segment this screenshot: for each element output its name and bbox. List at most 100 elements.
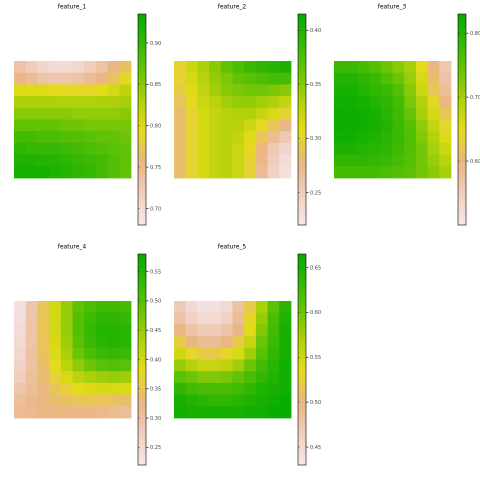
heatmap-cell [197, 382, 210, 395]
colorbar-segment [298, 419, 306, 424]
colorbar-tick-label: 0.80 [470, 31, 480, 37]
heatmap-cell [255, 72, 268, 85]
colorbar-tick-label: 0.40 [150, 357, 161, 363]
heatmap-cell [209, 131, 222, 144]
heatmap-cell [345, 61, 358, 74]
heatmap-cell [119, 371, 132, 384]
heatmap-cell [49, 382, 62, 395]
colorbar-segment [138, 352, 146, 357]
heatmap-cell [72, 72, 85, 85]
colorbar-segment [298, 415, 306, 420]
heatmap-cell [244, 166, 257, 179]
heatmap-cell [25, 324, 38, 337]
heatmap-cell [232, 301, 245, 314]
heatmap-cell [415, 96, 428, 109]
heatmap-cell [60, 394, 73, 407]
colorbar-segment [138, 133, 146, 138]
heatmap-cell [72, 301, 85, 314]
colorbar-segment [298, 278, 306, 283]
colorbar-segment [138, 387, 146, 392]
colorbar-segment [298, 355, 306, 360]
colorbar-segment [298, 221, 306, 226]
heatmap-cell [279, 312, 292, 325]
colorbar-segment [298, 348, 306, 353]
heatmap-cell [119, 72, 132, 85]
colorbar-segment [298, 175, 306, 180]
colorbar-segment [138, 377, 146, 381]
heatmap-cell [119, 301, 132, 314]
heatmap-cell [357, 131, 370, 144]
heatmap-cell [14, 347, 27, 360]
heatmap-cell [279, 324, 292, 337]
colorbar-segment [298, 268, 306, 272]
heatmap-cell [25, 406, 38, 419]
colorbar-segment [138, 42, 146, 46]
colorbar-segment [298, 70, 306, 75]
heatmap-cell [267, 301, 280, 314]
colorbar-segment [138, 436, 146, 441]
heatmap-cell [392, 61, 405, 74]
colorbar-segment [298, 126, 306, 131]
heatmap-cell [415, 119, 428, 132]
colorbar-segment [298, 144, 306, 148]
heatmap-cell [209, 324, 222, 337]
heatmap-cell [72, 131, 85, 144]
colorbar-segment [458, 126, 466, 131]
heatmap-cell [404, 154, 417, 167]
heatmap-cell [37, 131, 50, 144]
heatmap-cell [60, 154, 73, 167]
heatmap-cell [197, 84, 210, 97]
colorbar-segment [298, 320, 306, 325]
colorbar-segment [458, 94, 466, 99]
colorbar-segment [458, 45, 466, 50]
heatmap-cell [279, 84, 292, 97]
colorbar-segment [138, 98, 146, 103]
heatmap-cell [255, 347, 268, 360]
heatmap-cell [49, 312, 62, 325]
heatmap-cell [427, 131, 440, 144]
heatmap-cell [14, 382, 27, 395]
colorbar-segment [138, 461, 146, 466]
heatmap-cell [14, 96, 27, 109]
panel-3: feature_3 0.60 0.70 0.80 [334, 4, 480, 226]
heatmap-cell [439, 107, 452, 120]
colorbar-segment [298, 461, 306, 466]
heatmap-cell [220, 61, 233, 74]
heatmap-cell [185, 61, 198, 74]
heatmap-cell [244, 382, 257, 395]
heatmap-cell [279, 107, 292, 120]
colorbar-segment [298, 21, 306, 25]
heatmap-cell [267, 312, 280, 325]
colorbar-segment [298, 450, 306, 455]
colorbar-segment [138, 398, 146, 402]
heatmap-cell [49, 61, 62, 74]
colorbar-segment [298, 154, 306, 159]
panel-title: feature_5 [218, 244, 247, 251]
heatmap-cell [255, 154, 268, 167]
colorbar-segment [298, 264, 306, 269]
colorbar-segment [298, 391, 306, 395]
colorbar-segment [298, 422, 306, 427]
colorbar-segment [458, 196, 466, 201]
heatmap-cell [369, 61, 382, 74]
heatmap-cell [357, 84, 370, 97]
heatmap-cell [244, 107, 257, 120]
colorbar-segment [298, 115, 306, 120]
heatmap-cell [357, 96, 370, 109]
colorbar-segment [138, 73, 146, 78]
heatmap-cell [49, 119, 62, 132]
colorbar-tick-label: 0.30 [150, 416, 161, 422]
heatmap-cell [174, 382, 187, 395]
heatmap-cell [334, 154, 347, 167]
heatmap-cell [37, 359, 50, 372]
heatmap-cell [197, 61, 210, 74]
heatmap-cell [404, 61, 417, 74]
colorbar-segment [138, 429, 146, 434]
heatmap-cell [72, 382, 85, 395]
heatmap-cell [392, 96, 405, 109]
heatmap-cell [392, 131, 405, 144]
colorbar-segment [298, 94, 306, 99]
colorbar-segment [458, 35, 466, 39]
heatmap-cell [174, 72, 187, 85]
colorbar-segment [138, 317, 146, 322]
